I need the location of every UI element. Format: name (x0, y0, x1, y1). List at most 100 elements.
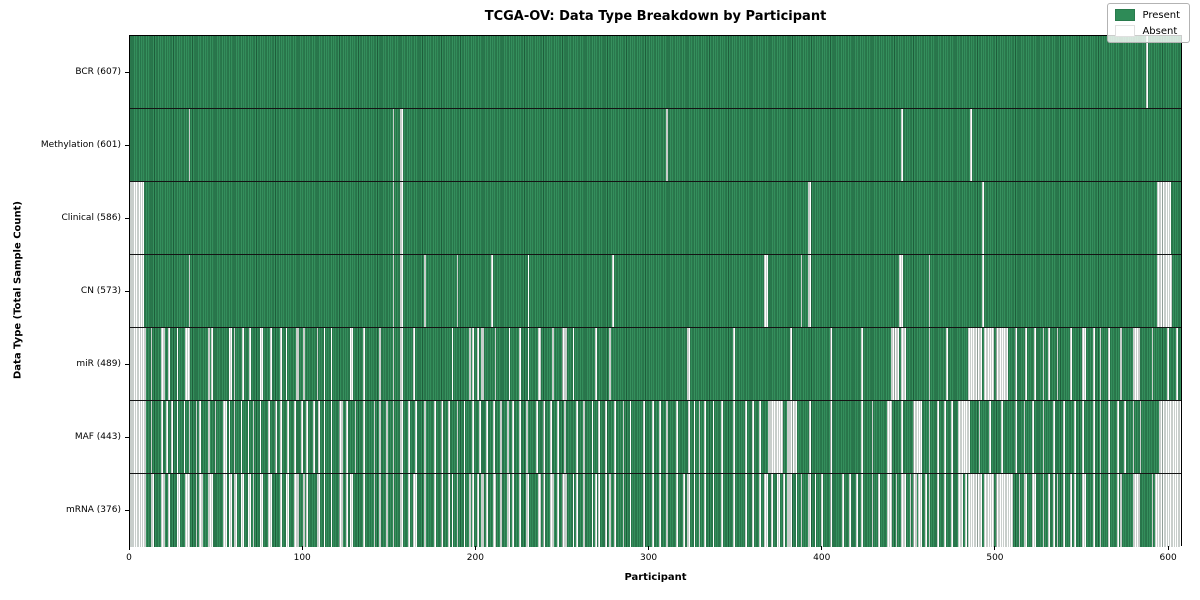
x-tick-mark (128, 546, 130, 550)
bar-edge-texture (130, 182, 1181, 254)
absent-stripe (171, 401, 174, 473)
absent-stripe (937, 474, 939, 547)
absent-stripe (441, 474, 443, 547)
absent-stripe (900, 109, 903, 181)
legend-label-absent: Absent (1142, 25, 1178, 37)
absent-stripe (918, 474, 922, 547)
absent-stripe (1132, 401, 1135, 473)
bar-edge-texture (130, 328, 1181, 400)
absent-stripe (643, 401, 646, 473)
absent-stripe (448, 401, 450, 473)
absent-stripe (575, 401, 578, 473)
absent-stripe (252, 474, 255, 547)
absent-stripe (556, 474, 559, 547)
absent-stripe (752, 401, 755, 473)
absent-stripe (287, 401, 290, 473)
absent-stripe (316, 328, 319, 400)
absent-stripe (733, 328, 735, 400)
absent-stripe (945, 328, 948, 400)
absent-stripe (550, 401, 552, 473)
x-tick-label-500: 500 (986, 553, 1004, 563)
absent-stripe (527, 328, 530, 400)
absent-stripe (302, 474, 305, 547)
absent-stripe (900, 401, 903, 473)
absent-stripe (556, 401, 559, 473)
absent-stripe (373, 401, 376, 473)
absent-stripe (323, 474, 326, 547)
absent-stripe (477, 474, 480, 547)
y-tick-label-miR: miR (489) (76, 358, 121, 369)
absent-stripe (508, 328, 511, 400)
absent-stripe (228, 401, 231, 473)
y-tick-label-CN: CN (573) (80, 285, 121, 296)
absent-stripe (1092, 328, 1095, 400)
absent-stripe (413, 474, 417, 547)
y-tick-mark (125, 436, 129, 438)
absent-stripe (861, 474, 863, 547)
absent-stripe (252, 401, 255, 473)
absent-stripe (346, 474, 348, 547)
matrix-row-CN (130, 255, 1181, 328)
absent-stripe (512, 474, 514, 547)
absent-stripe (313, 401, 315, 473)
absent-stripe (871, 474, 874, 547)
absent-stripe (776, 474, 780, 547)
absent-stripe (970, 109, 972, 181)
absent-stripe (745, 401, 748, 473)
absent-stripe (899, 255, 903, 327)
absent-stripe (958, 401, 971, 473)
absent-stripe (392, 328, 395, 400)
absent-stripe (285, 474, 290, 547)
absent-stripe (764, 474, 768, 547)
y-tick-mark (125, 144, 129, 146)
absent-stripe (800, 255, 803, 327)
absent-stripe (185, 328, 191, 400)
absent-stripe (1070, 474, 1073, 547)
absent-stripe (280, 401, 283, 473)
absent-stripe (1015, 328, 1017, 400)
absent-stripe (698, 474, 701, 547)
absent-stripe (185, 474, 191, 547)
absent-stripe (349, 328, 353, 400)
absent-stripe (1023, 474, 1028, 547)
absent-stripe (783, 474, 786, 547)
matrix-row-miR (130, 328, 1181, 401)
absent-stripe (1047, 328, 1050, 400)
bar-edge-texture (130, 36, 1181, 108)
absent-stripe (909, 474, 912, 547)
absent-stripe (983, 474, 995, 547)
absent-stripe (456, 474, 459, 547)
absent-stripe (978, 401, 981, 473)
absent-stripe (1175, 328, 1178, 400)
absent-stripe (712, 401, 715, 473)
absent-stripe (441, 401, 443, 473)
absent-stripe (323, 328, 326, 400)
absent-stripe (228, 474, 232, 547)
absent-stripe (1108, 401, 1111, 473)
absent-stripe (712, 474, 715, 547)
absent-stripe (339, 401, 343, 473)
bar-edge-texture (130, 109, 1181, 181)
absent-stripe (1042, 401, 1045, 473)
absent-stripe (456, 255, 459, 327)
absent-stripe (721, 401, 723, 473)
absent-stripe (658, 401, 661, 473)
absent-stripe (188, 255, 191, 327)
absent-stripe (318, 401, 321, 473)
absent-stripe (629, 401, 632, 473)
absent-stripe (339, 474, 343, 547)
absent-stripe (983, 328, 995, 400)
y-tick-mark (125, 217, 129, 219)
absent-stripe (486, 401, 488, 473)
absent-stripe (608, 474, 611, 547)
absent-stripe (1139, 401, 1142, 473)
absent-stripe (468, 474, 471, 547)
absent-stripe (1056, 474, 1059, 547)
absent-stripe (814, 474, 817, 547)
x-axis-label: Participant (624, 572, 687, 583)
absent-stripe (150, 328, 153, 400)
absent-stripe (399, 474, 404, 547)
absent-stripe (195, 401, 198, 473)
absent-stripe (150, 401, 153, 473)
absent-stripe (161, 401, 163, 473)
